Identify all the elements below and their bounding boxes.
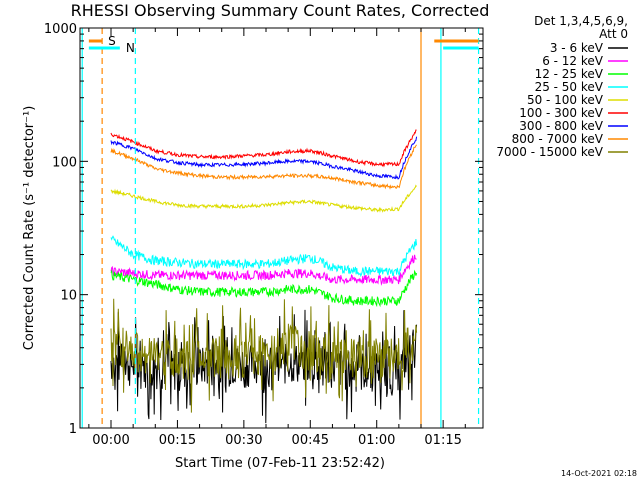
y-tick-label: 1000 [44,22,77,37]
timestamp: 14-Oct-2021 02:18 [561,469,637,478]
series-line [110,235,418,278]
legend-label: 25 - 50 keV [535,80,604,94]
legend-label: 3 - 6 keV [550,41,604,55]
legend-label: 300 - 800 keV [519,119,603,133]
x-tick-label: 01:15 [424,433,461,448]
mode-label: S [108,34,116,48]
y-axis-label: Corrected Count Rate (s⁻¹ detector⁻¹) [22,106,37,351]
series-lines [110,129,418,424]
legend-header-line1: Det 1,3,4,5,6,9, [534,14,628,28]
chart-title: RHESSI Observing Summary Count Rates, Co… [71,1,490,20]
x-tick-label: 00:15 [159,433,196,448]
mode-label: N [126,41,135,55]
x-tick-label: 00:30 [225,433,262,448]
x-tick-label: 00:00 [92,433,129,448]
series-line [110,298,418,413]
series-line [110,136,418,180]
x-tick-label: 01:00 [358,433,395,448]
legend-label: 50 - 100 keV [527,93,604,107]
legend-label: 100 - 300 keV [519,106,603,120]
y-tick-label: 100 [52,155,77,170]
series-line [110,309,418,424]
series-line [110,269,418,308]
y-axis-ticks: 1 10 100 1000 [44,22,483,437]
series-line [110,184,417,213]
y-tick-label: 10 [60,289,77,304]
legend-label: 12 - 25 keV [535,67,604,81]
series-line [110,129,417,168]
legend-label: 7000 - 15000 keV [496,145,603,159]
legend-label: 800 - 7000 keV [512,132,604,146]
plot-frame [79,27,484,429]
y-tick-label: 1 [69,422,77,437]
legend-header-line2: Att 0 [599,27,628,41]
x-axis-ticks: 00:00 00:15 00:30 00:45 01:00 01:15 [88,28,466,448]
x-axis-label: Start Time (07-Feb-11 23:52:42) [175,456,385,471]
series-line [110,254,417,286]
legend-label: 6 - 12 keV [542,54,604,68]
x-tick-label: 00:45 [292,433,329,448]
series-line [110,144,417,190]
